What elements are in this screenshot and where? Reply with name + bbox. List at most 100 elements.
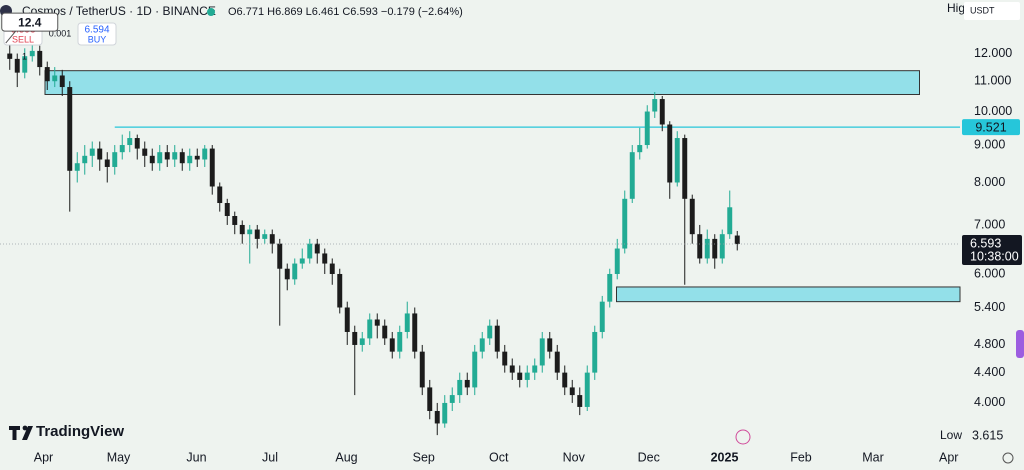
last-price-box — [962, 235, 1022, 266]
candle-body — [524, 372, 530, 380]
candle-body — [7, 53, 13, 59]
x-tick-label: Oct — [489, 450, 509, 464]
candle-body — [442, 402, 448, 424]
currency[interactable]: USDT — [970, 5, 995, 15]
candle-body — [502, 351, 508, 366]
candle-body — [112, 152, 118, 167]
candle-body — [59, 75, 65, 88]
candle-body — [277, 243, 283, 269]
candle-body — [322, 253, 328, 264]
candle-body — [599, 301, 605, 332]
candle-body — [419, 351, 425, 388]
candle-body — [224, 203, 230, 216]
currency-select[interactable] — [964, 2, 1020, 20]
y-tick-label: 12.000 — [974, 46, 1012, 60]
buy-price[interactable]: 6.594 — [84, 25, 109, 36]
candle-body — [449, 395, 455, 403]
candle-body — [584, 372, 590, 407]
low-label: Low — [940, 428, 962, 442]
candle-body — [172, 152, 178, 160]
candle-body — [479, 338, 485, 352]
candle-body — [217, 186, 223, 204]
candle-body — [239, 224, 245, 235]
candle-body — [382, 325, 388, 339]
candle-body — [607, 273, 613, 302]
candle-body — [232, 215, 238, 225]
brand-logo — [9, 426, 33, 440]
last-price-label: 6.593 — [970, 236, 1001, 250]
candle-body — [194, 155, 200, 160]
plot-area — [0, 43, 961, 436]
side-tab[interactable] — [1016, 330, 1024, 358]
indicator-count[interactable]: 1 — [22, 51, 27, 61]
candle-body — [637, 145, 643, 153]
y-tick-label: 8.000 — [974, 175, 1005, 189]
x-tick-label: Jul — [262, 450, 278, 464]
buy-label[interactable]: BUY — [88, 34, 107, 44]
candle-body — [719, 234, 725, 259]
candle-body — [682, 138, 688, 199]
candle-body — [104, 159, 110, 167]
candle-body — [712, 238, 718, 259]
candle-body — [367, 319, 373, 339]
x-tick-label: 2025 — [711, 450, 739, 464]
y-tick-label: 4.000 — [974, 395, 1005, 409]
candle-body — [577, 395, 583, 407]
market-status — [207, 8, 215, 16]
callout-pointer — [5, 30, 17, 44]
candle-body — [667, 124, 673, 183]
y-tick-label: 9.000 — [974, 137, 1005, 151]
candle-body — [352, 331, 358, 345]
candle-body — [697, 234, 703, 259]
candle-body — [22, 56, 28, 73]
candle-body — [472, 351, 478, 388]
candle-body — [142, 148, 148, 156]
candle-body — [674, 138, 680, 183]
candle-body — [404, 313, 410, 332]
event-icon[interactable] — [735, 429, 751, 445]
zone — [44, 70, 920, 95]
y-tick-label: 4.800 — [974, 337, 1005, 351]
candle-body — [149, 155, 155, 164]
candle-body — [209, 148, 215, 187]
candle-body — [97, 148, 103, 160]
candle-body — [734, 235, 740, 245]
y-tick-label: 11.000 — [974, 74, 1011, 88]
candle-body — [359, 338, 365, 345]
callout-box — [1, 12, 59, 32]
candle-body — [37, 50, 43, 68]
candle-body — [344, 307, 350, 332]
candle-body — [262, 234, 268, 239]
candle-body — [644, 111, 650, 146]
candle-body — [292, 263, 298, 280]
candle-body — [314, 243, 320, 254]
candle-body — [659, 99, 665, 125]
candle-body — [284, 268, 290, 280]
buy-button[interactable] — [77, 22, 117, 46]
x-tick-label: Nov — [563, 450, 586, 464]
candle-body — [554, 351, 560, 373]
candle-body — [247, 229, 253, 235]
candle-body — [187, 155, 193, 164]
settings-icon[interactable] — [1002, 452, 1014, 464]
low-value: 3.615 — [972, 428, 1003, 442]
x-tick-label: Dec — [638, 450, 660, 464]
candle-body — [539, 338, 545, 366]
zone — [616, 286, 961, 303]
candle-body — [127, 138, 133, 146]
ohlc-legend: O6.771 H6.869 L6.461 C6.593 −0.179 (−2.6… — [228, 6, 463, 18]
x-tick-label: Jun — [186, 450, 206, 464]
spread: 0.001 — [49, 28, 72, 38]
candle-body — [547, 338, 553, 352]
callout-label: 12.4 — [18, 15, 42, 29]
candle-body — [629, 152, 635, 199]
candle-body — [179, 152, 185, 164]
symbol-title: Cosmos / TetherUS · 1D · BINANCE — [22, 4, 216, 18]
candle-body — [457, 379, 463, 396]
candle-body — [29, 50, 35, 57]
sell-label[interactable]: SELL — [12, 34, 34, 44]
candle-body — [134, 138, 140, 149]
x-tick-label: Apr — [939, 450, 958, 464]
candle-body — [704, 238, 710, 259]
